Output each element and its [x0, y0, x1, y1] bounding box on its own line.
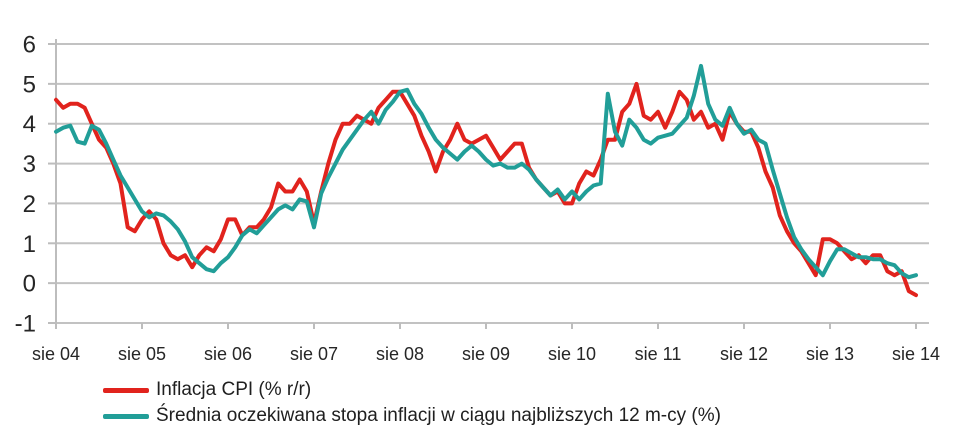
- cpi-line-swatch: [103, 387, 149, 393]
- legend-item-expected-inflation: Średnia oczekiwana stopa inflacji w ciąg…: [103, 403, 721, 429]
- legend-label-expected-inflation: Średnia oczekiwana stopa inflacji w ciąg…: [156, 405, 721, 426]
- x-axis-label: sie 05: [118, 344, 166, 364]
- legend-label-cpi: Inflacja CPI (% r/r): [156, 379, 312, 400]
- expected-inflation-line: [54, 63, 918, 280]
- legend-item-cpi: Inflacja CPI (% r/r): [103, 377, 721, 403]
- y-axis-label: -1: [15, 311, 36, 338]
- cpi-inflation-line: [54, 81, 918, 298]
- y-axis-label: 5: [23, 71, 36, 98]
- x-axis-label: sie 04: [32, 344, 80, 364]
- x-axis-label: sie 09: [462, 344, 510, 364]
- y-axis-label: 0: [23, 271, 36, 298]
- y-axis-label: 2: [23, 191, 36, 218]
- x-axis-label: sie 14: [892, 344, 940, 364]
- x-axis-label: sie 12: [720, 344, 768, 364]
- y-axis-label: 3: [23, 151, 36, 178]
- y-axis-label: 6: [23, 32, 36, 59]
- x-axis-label: sie 10: [548, 344, 596, 364]
- chart-legend: Inflacja CPI (% r/r) Średnia oczekiwana …: [103, 377, 721, 429]
- x-axis-label: sie 06: [204, 344, 252, 364]
- x-axis-label: sie 13: [806, 344, 854, 364]
- y-axis-label: 1: [23, 231, 36, 258]
- x-axis-label: sie 07: [290, 344, 338, 364]
- expected-inflation-line-swatch: [103, 413, 149, 419]
- y-axis-label: 4: [23, 111, 36, 138]
- x-axis-label: sie 08: [376, 344, 424, 364]
- x-axis-label: sie 11: [635, 344, 682, 364]
